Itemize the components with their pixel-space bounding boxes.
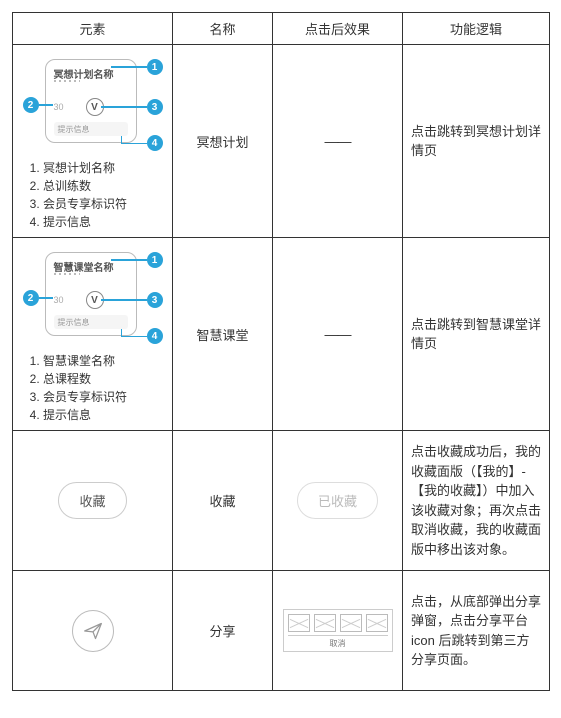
table-row: 智慧课堂名称 30 V 提示信息 1 2 3 4 智慧课堂名称 总课程数 会员专… <box>13 238 550 431</box>
legend-list: 智慧课堂名称 总课程数 会员专享标识符 提示信息 <box>21 352 164 423</box>
card-mock: 冥想计划名称 30 V 提示信息 <box>45 59 137 143</box>
share-option[interactable] <box>288 614 310 632</box>
card-title: 智慧课堂名称 <box>54 259 114 274</box>
share-cancel[interactable]: 取消 <box>288 635 388 649</box>
legend-item: 冥想计划名称 <box>43 159 164 176</box>
callout-1: 1 <box>147 59 163 75</box>
legend-list: 冥想计划名称 总训练数 会员专享标识符 提示信息 <box>21 159 164 230</box>
row-logic: 点击跳转到冥想计划详情页 <box>403 45 550 238</box>
card-mock: 智慧课堂名称 30 V 提示信息 <box>45 252 137 336</box>
card-dots <box>54 80 80 82</box>
favorite-button[interactable]: 收藏 <box>58 482 126 519</box>
legend-item: 提示信息 <box>43 213 164 230</box>
legend-item: 会员专享标识符 <box>43 388 164 405</box>
legend-item: 会员专享标识符 <box>43 195 164 212</box>
row-logic: 点击跳转到智慧课堂详情页 <box>403 238 550 431</box>
callout-4: 4 <box>147 135 163 151</box>
card-hint: 提示信息 <box>54 122 128 136</box>
callout-2: 2 <box>23 97 39 113</box>
row-name: 智慧课堂 <box>173 238 273 431</box>
header-row: 元素 名称 点击后效果 功能逻辑 <box>13 13 550 45</box>
share-option[interactable] <box>314 614 336 632</box>
card-count: 30 <box>54 295 64 305</box>
callout-2: 2 <box>23 290 39 306</box>
row-after-dash: —— <box>273 45 403 238</box>
spec-table: 元素 名称 点击后效果 功能逻辑 冥想计划名称 30 V 提示信息 1 <box>12 12 550 691</box>
table-row: 冥想计划名称 30 V 提示信息 1 2 3 4 冥想计划名称 总训练数 会员专… <box>13 45 550 238</box>
header-after: 点击后效果 <box>273 13 403 45</box>
callout-3: 3 <box>147 99 163 115</box>
favorited-button[interactable]: 已收藏 <box>297 482 378 519</box>
header-element: 元素 <box>13 13 173 45</box>
legend-item: 提示信息 <box>43 406 164 423</box>
legend-item: 智慧课堂名称 <box>43 352 164 369</box>
paper-plane-icon <box>83 621 103 641</box>
share-popup: 取消 <box>283 609 393 652</box>
card-title: 冥想计划名称 <box>54 66 114 81</box>
header-logic: 功能逻辑 <box>403 13 550 45</box>
row-after-dash: —— <box>273 238 403 431</box>
callout-4: 4 <box>147 328 163 344</box>
legend-item: 总训练数 <box>43 177 164 194</box>
legend-item: 总课程数 <box>43 370 164 387</box>
card-count: 30 <box>54 102 64 112</box>
table-row: 收藏 收藏 已收藏 点击收藏成功后，我的收藏面版（【我的】-【我的收藏】）中加入… <box>13 431 550 571</box>
row-name: 冥想计划 <box>173 45 273 238</box>
header-name: 名称 <box>173 13 273 45</box>
callout-1: 1 <box>147 252 163 268</box>
row-name: 分享 <box>173 571 273 691</box>
row-logic: 点击收藏成功后，我的收藏面版（【我的】-【我的收藏】）中加入该收藏对象；再次点击… <box>403 431 550 571</box>
callout-3: 3 <box>147 292 163 308</box>
card-dots <box>54 273 80 275</box>
share-option[interactable] <box>340 614 362 632</box>
meditation-card-diagram: 冥想计划名称 30 V 提示信息 1 2 3 4 <box>23 53 163 153</box>
row-logic: 点击，从底部弹出分享弹窗，点击分享平台 icon 后跳转到第三方分享页面。 <box>403 571 550 691</box>
card-hint: 提示信息 <box>54 315 128 329</box>
table-row: 分享 取消 点击，从底部弹出分享弹窗，点击分享平台 icon 后跳转到第三方分享… <box>13 571 550 691</box>
wisdom-card-diagram: 智慧课堂名称 30 V 提示信息 1 2 3 4 <box>23 246 163 346</box>
share-option[interactable] <box>366 614 388 632</box>
row-name: 收藏 <box>173 431 273 571</box>
share-button[interactable] <box>72 610 114 652</box>
